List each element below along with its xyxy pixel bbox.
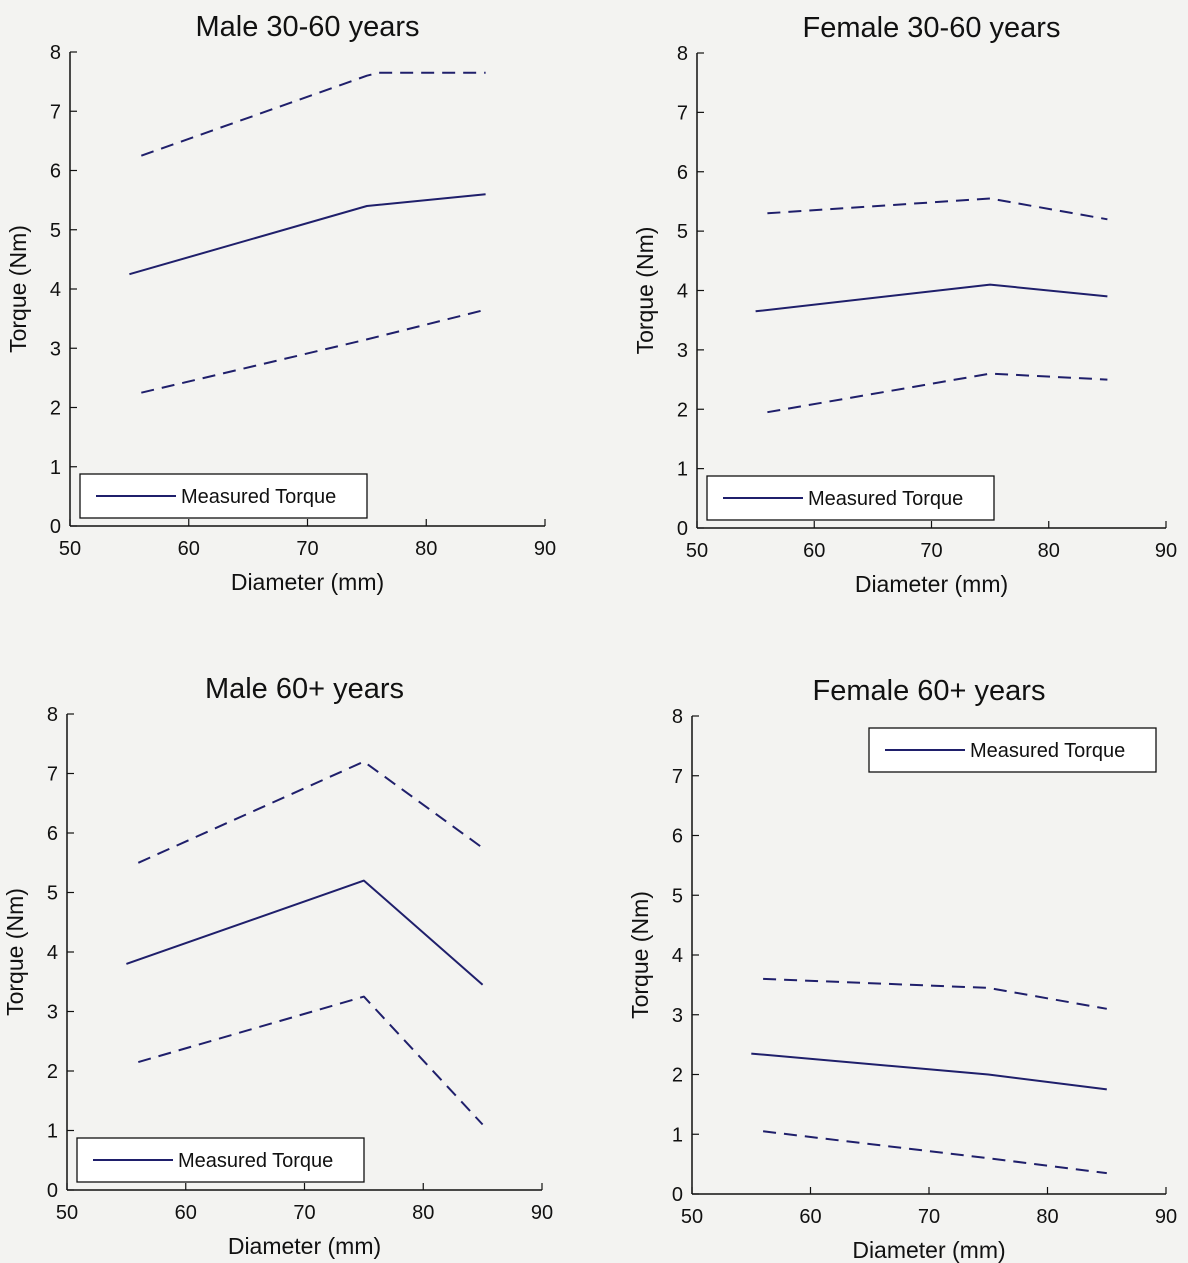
chart-panel: Female 30-60 years 50 60 70 80 90 0 1 2 3 4 5 6 7 8 Dia… [632, 12, 1177, 597]
y-axis-label: Torque (Nm) [2, 888, 28, 1016]
y-tick-label: 5 [50, 220, 61, 242]
dashed-series-line [137, 760, 484, 864]
y-tick-label: 8 [672, 706, 683, 728]
y-tick-label: 3 [677, 340, 688, 362]
legend-label: Measured Torque [808, 488, 963, 510]
legend-box [868, 727, 1157, 773]
y-tick-label: 0 [677, 518, 688, 540]
x-tick-label: 90 [534, 538, 556, 560]
x-tick-label: 60 [178, 538, 200, 560]
x-tick-label: 60 [799, 1206, 821, 1228]
measured-torque-line [126, 879, 484, 986]
y-tick-label: 7 [672, 766, 683, 788]
y-tick-label: 0 [672, 1184, 683, 1206]
x-tick-label: 80 [415, 538, 437, 560]
x-tick-label: 50 [59, 538, 81, 560]
x-tick-label: 50 [56, 1202, 78, 1224]
x-tick-label: 70 [918, 1206, 940, 1228]
chart-panel: Female 60+ years 50 60 70 80 90 0 1 2 3 4 5 6 7 8 Diame… [627, 675, 1177, 1263]
dashed-series-line [140, 71, 486, 157]
x-tick-label: 70 [293, 1202, 315, 1224]
dashed-series-line [763, 977, 1107, 1010]
dashed-series-line [138, 995, 484, 1126]
y-axis-label: Torque (Nm) [5, 225, 31, 353]
y-tick-label: 1 [677, 459, 688, 481]
y-tick-label: 4 [672, 945, 683, 967]
y-tick-label: 1 [672, 1124, 683, 1146]
y-tick-label: 8 [677, 43, 688, 65]
y-tick-label: 3 [47, 1002, 58, 1024]
dashed-series-line [767, 197, 1108, 221]
x-tick-label: 80 [412, 1202, 434, 1224]
y-tick-label: 3 [672, 1005, 683, 1027]
x-tick-label: 50 [686, 540, 708, 562]
y-tick-label: 8 [47, 704, 58, 726]
chart-panel: Male 60+ years 50 60 70 80 90 0 1 2 3 4 5 6 7 8 Diamete… [2, 673, 553, 1259]
x-tick-label: 50 [681, 1206, 703, 1228]
x-axis-label: Diameter (mm) [228, 1233, 381, 1259]
legend: Measured Torque [706, 475, 995, 521]
y-tick-label: 4 [50, 279, 61, 301]
y-tick-label: 7 [677, 102, 688, 124]
measured-torque-line [755, 283, 1108, 313]
chart-title: Female 30-60 years [803, 12, 1061, 44]
y-tick-label: 2 [50, 398, 61, 420]
x-tick-label: 60 [803, 540, 825, 562]
y-tick-label: 0 [47, 1180, 58, 1202]
x-tick-label: 90 [531, 1202, 553, 1224]
x-tick-label: 90 [1155, 540, 1177, 562]
chart-title: Male 60+ years [205, 673, 404, 705]
x-axis-label: Diameter (mm) [855, 571, 1008, 597]
dashed-series-line [762, 1130, 1107, 1175]
measured-torque-line [129, 193, 486, 276]
legend: Measured Torque [868, 727, 1157, 773]
legend: Measured Torque [76, 1137, 365, 1183]
chart-panel: Male 30-60 years 50 60 70 80 90 0 1 2 3 4 5 6 7 8 Diame… [5, 11, 556, 595]
y-tick-label: 6 [50, 161, 61, 183]
x-tick-label: 90 [1155, 1206, 1177, 1228]
x-axis-label: Diameter (mm) [231, 569, 384, 595]
y-tick-label: 1 [50, 457, 61, 479]
y-tick-label: 8 [50, 42, 61, 64]
legend-label: Measured Torque [181, 486, 336, 508]
y-axis-label: Torque (Nm) [632, 227, 658, 355]
dashed-series-line [141, 308, 486, 394]
y-tick-label: 2 [677, 399, 688, 421]
y-tick-label: 7 [50, 101, 61, 123]
dashed-series-line [767, 372, 1108, 414]
x-tick-label: 80 [1036, 1206, 1058, 1228]
x-tick-label: 70 [296, 538, 318, 560]
legend-label: Measured Torque [970, 740, 1125, 762]
y-axis-label: Torque (Nm) [627, 891, 653, 1019]
x-tick-label: 80 [1038, 540, 1060, 562]
y-tick-label: 5 [47, 883, 58, 905]
chart-title: Female 60+ years [813, 675, 1046, 707]
y-tick-label: 2 [672, 1065, 683, 1087]
y-tick-label: 0 [50, 516, 61, 538]
y-tick-label: 5 [672, 885, 683, 907]
y-tick-label: 1 [47, 1121, 58, 1143]
y-tick-label: 6 [47, 823, 58, 845]
legend-label: Measured Torque [178, 1150, 333, 1172]
y-tick-label: 4 [47, 942, 58, 964]
x-axis-label: Diameter (mm) [852, 1237, 1005, 1263]
y-tick-label: 5 [677, 221, 688, 243]
y-tick-label: 6 [677, 162, 688, 184]
measured-torque-line [751, 1052, 1107, 1091]
y-tick-label: 4 [677, 281, 688, 303]
x-tick-label: 60 [175, 1202, 197, 1224]
y-tick-label: 2 [47, 1061, 58, 1083]
x-tick-label: 70 [920, 540, 942, 562]
y-tick-label: 7 [47, 764, 58, 786]
y-tick-label: 3 [50, 338, 61, 360]
y-tick-label: 6 [672, 826, 683, 848]
legend: Measured Torque [79, 473, 368, 519]
chart-title: Male 30-60 years [195, 11, 419, 43]
